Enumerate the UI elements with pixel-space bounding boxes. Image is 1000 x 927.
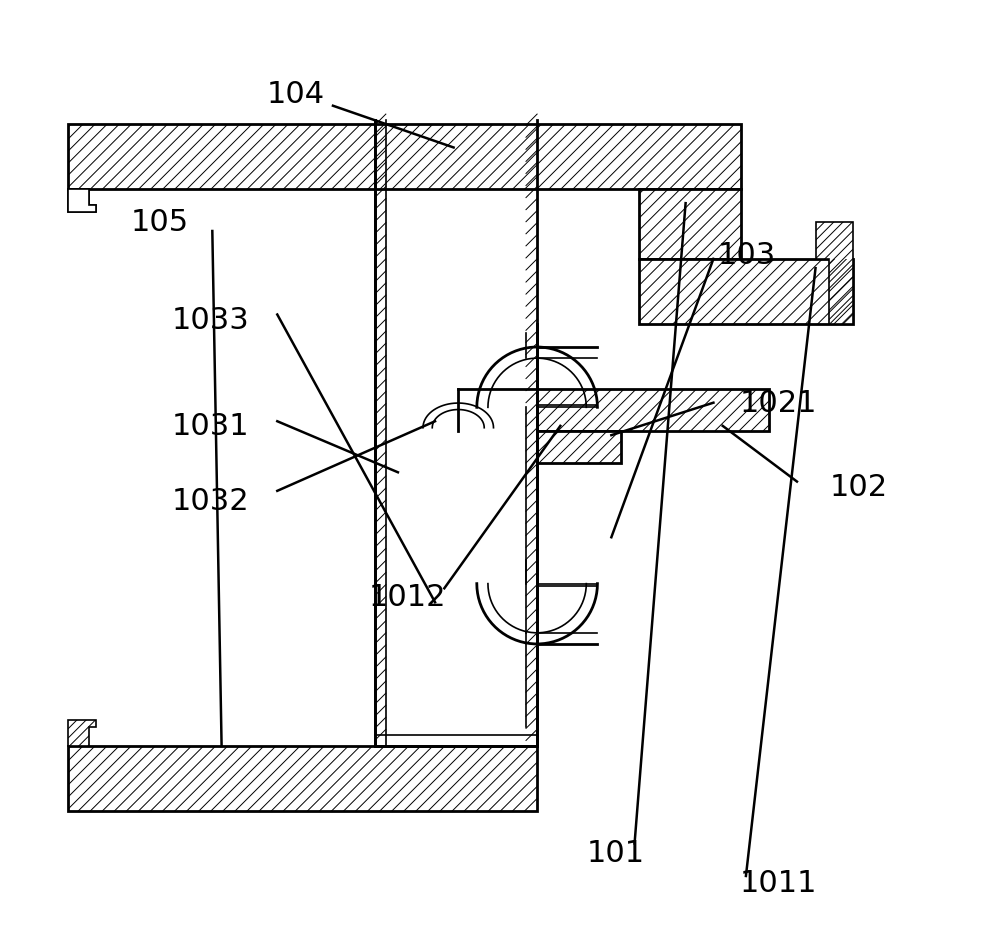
Polygon shape <box>68 125 741 190</box>
Polygon shape <box>537 431 621 464</box>
Text: 1012: 1012 <box>368 582 446 612</box>
Polygon shape <box>68 190 96 213</box>
Polygon shape <box>639 190 741 260</box>
Polygon shape <box>537 389 769 431</box>
Text: 102: 102 <box>829 472 888 502</box>
Polygon shape <box>816 222 853 324</box>
Text: 101: 101 <box>587 838 645 868</box>
Polygon shape <box>68 746 537 811</box>
Text: 1031: 1031 <box>172 412 249 441</box>
Polygon shape <box>68 720 96 746</box>
Text: 1011: 1011 <box>740 868 817 897</box>
Text: 1021: 1021 <box>739 388 817 418</box>
Polygon shape <box>639 260 853 324</box>
Text: 103: 103 <box>718 240 776 270</box>
Text: 1033: 1033 <box>172 305 249 335</box>
Text: 1032: 1032 <box>172 486 249 515</box>
Polygon shape <box>68 190 96 213</box>
Text: 105: 105 <box>131 208 189 237</box>
Text: 104: 104 <box>267 80 325 109</box>
